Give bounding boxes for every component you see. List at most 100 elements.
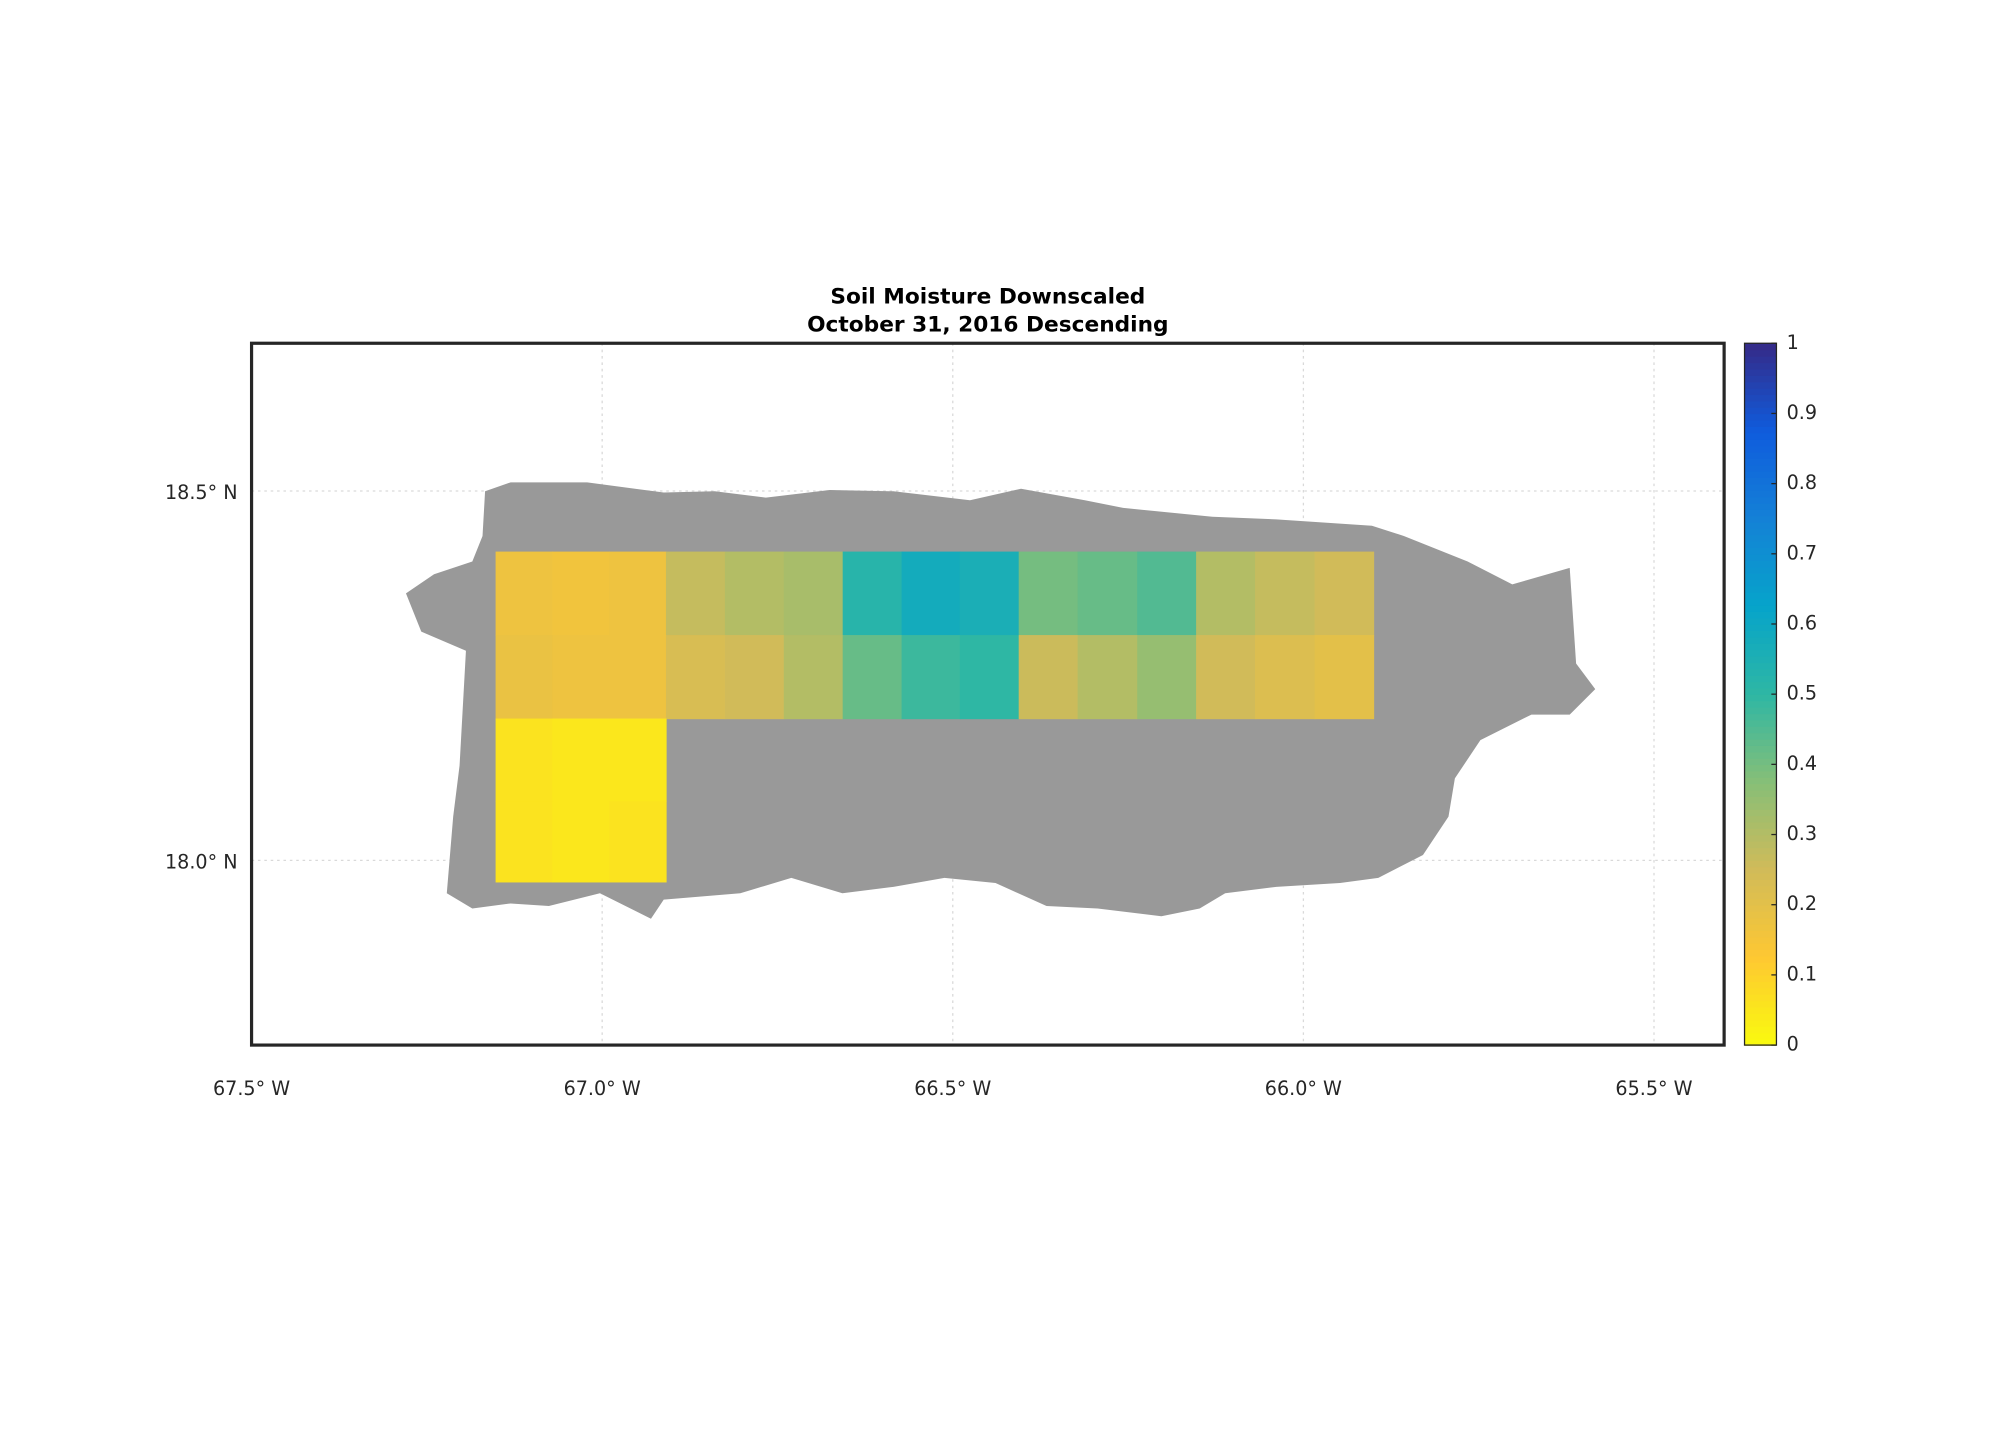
- colorbar-swatch: [1744, 821, 1777, 829]
- colorbar-swatch: [1744, 407, 1777, 415]
- colorbar-swatch: [1744, 834, 1777, 842]
- x-tick-label: 66.5° W: [914, 1077, 991, 1100]
- colorbar-swatch: [1744, 738, 1777, 746]
- colorbar-swatch: [1744, 381, 1777, 389]
- colorbar-swatch: [1744, 400, 1777, 408]
- y-tick-label: 18.0° N: [165, 850, 238, 873]
- moisture-cell: [1137, 551, 1197, 636]
- colorbar-swatch: [1744, 777, 1777, 785]
- moisture-cell: [959, 551, 1020, 636]
- x-tick-label: 65.5° W: [1615, 1077, 1692, 1100]
- moisture-cell: [609, 635, 667, 720]
- moisture-cell: [495, 718, 554, 802]
- moisture-cell: [552, 635, 610, 720]
- colorbar-swatch: [1744, 387, 1777, 396]
- colorbar-swatch: [1744, 930, 1777, 938]
- moisture-cell: [609, 718, 667, 802]
- colorbar-tick-label: 0.4: [1787, 752, 1817, 775]
- moisture-cell: [842, 551, 903, 636]
- colorbar-swatch: [1744, 726, 1777, 734]
- colorbar-swatch: [1744, 706, 1777, 715]
- colorbar-swatch: [1744, 847, 1777, 855]
- colorbar-swatch: [1744, 560, 1777, 568]
- colorbar-swatch: [1744, 470, 1777, 479]
- colorbar-swatch: [1744, 617, 1777, 625]
- moisture-cell: [495, 551, 554, 636]
- moisture-cell: [495, 635, 554, 720]
- moisture-cell: [552, 551, 610, 636]
- colorbar-swatch: [1744, 866, 1777, 874]
- colorbar-swatch: [1744, 923, 1777, 932]
- colorbar-swatch: [1744, 809, 1777, 817]
- colorbar-swatch: [1744, 994, 1777, 1002]
- moisture-cell: [724, 635, 785, 720]
- colorbar-swatch: [1744, 445, 1777, 453]
- colorbar-swatch: [1744, 783, 1777, 791]
- colorbar-tick-label: 0.6: [1787, 611, 1817, 634]
- colorbar-swatch: [1744, 343, 1777, 351]
- colorbar-swatch: [1744, 751, 1777, 759]
- colorbar-swatch: [1744, 898, 1777, 906]
- moisture-cell: [724, 551, 785, 636]
- colorbar-swatch: [1744, 598, 1777, 606]
- colorbar-frame: [1743, 342, 1778, 1046]
- moisture-cell: [552, 801, 610, 883]
- colorbar-swatch: [1744, 840, 1777, 849]
- colorbar-swatch: [1744, 700, 1777, 708]
- colorbar-swatch: [1744, 496, 1777, 504]
- colorbar-swatch: [1744, 623, 1777, 632]
- colorbar-swatch: [1744, 426, 1777, 434]
- moisture-cell: [1018, 635, 1079, 720]
- colorbar-swatch: [1744, 477, 1777, 485]
- colorbar-tick-label: 0.9: [1787, 401, 1817, 424]
- colorbar-swatch: [1744, 502, 1777, 510]
- colorbar-swatch: [1744, 432, 1777, 440]
- colorbar-swatch: [1744, 828, 1777, 836]
- colorbar-swatch: [1744, 745, 1777, 753]
- colorbar-swatch: [1744, 968, 1777, 976]
- colorbar-swatch: [1744, 987, 1777, 995]
- x-tick-label: 67.0° W: [564, 1077, 641, 1100]
- colorbar-swatch: [1744, 917, 1777, 925]
- colorbar-swatch: [1744, 375, 1777, 383]
- colorbar-swatch: [1744, 770, 1777, 778]
- moisture-cell: [783, 635, 844, 720]
- colorbar-swatch: [1744, 490, 1777, 498]
- colorbar-swatch: [1744, 585, 1777, 593]
- colorbar-swatch: [1744, 949, 1777, 957]
- colorbar-tick-label: 0.8: [1787, 471, 1817, 494]
- colorbar-swatch: [1744, 655, 1777, 664]
- colorbar-swatch: [1744, 981, 1777, 989]
- colorbar-swatch: [1744, 464, 1777, 472]
- colorbar-swatch: [1744, 853, 1777, 861]
- colorbar-swatch: [1744, 515, 1777, 523]
- moisture-cell: [1314, 551, 1375, 636]
- x-tick-label: 67.5° W: [213, 1077, 290, 1100]
- colorbar-tick-label: 0.1: [1787, 962, 1817, 985]
- moisture-cell: [1255, 635, 1316, 720]
- colorbar-swatch: [1744, 796, 1777, 804]
- colorbar-tick-label: 0: [1787, 1033, 1799, 1056]
- title: Soil Moisture Downscaled: [830, 284, 1145, 309]
- colorbar-swatch: [1744, 572, 1777, 581]
- colorbar-swatch: [1744, 860, 1777, 868]
- colorbar-swatch: [1744, 1019, 1777, 1027]
- colorbar-swatch: [1744, 719, 1777, 727]
- colorbar-tick-label: 0.7: [1787, 541, 1817, 564]
- colorbar-swatch: [1744, 547, 1777, 555]
- colorbar-swatch: [1744, 936, 1777, 944]
- colorbar-swatch: [1744, 521, 1777, 530]
- colorbar-swatch: [1744, 636, 1777, 644]
- colorbar-swatch: [1744, 815, 1777, 823]
- moisture-cell: [609, 551, 667, 636]
- moisture-cell: [783, 551, 844, 636]
- colorbar-tick-label: 0.2: [1787, 892, 1817, 915]
- colorbar-swatch: [1744, 1038, 1777, 1046]
- colorbar-swatch: [1744, 974, 1777, 983]
- colorbar-swatch: [1744, 962, 1777, 970]
- moisture-cell: [552, 718, 610, 802]
- colorbar-swatch: [1744, 789, 1777, 798]
- colorbar-swatch: [1744, 675, 1777, 683]
- moisture-cell: [1196, 635, 1256, 720]
